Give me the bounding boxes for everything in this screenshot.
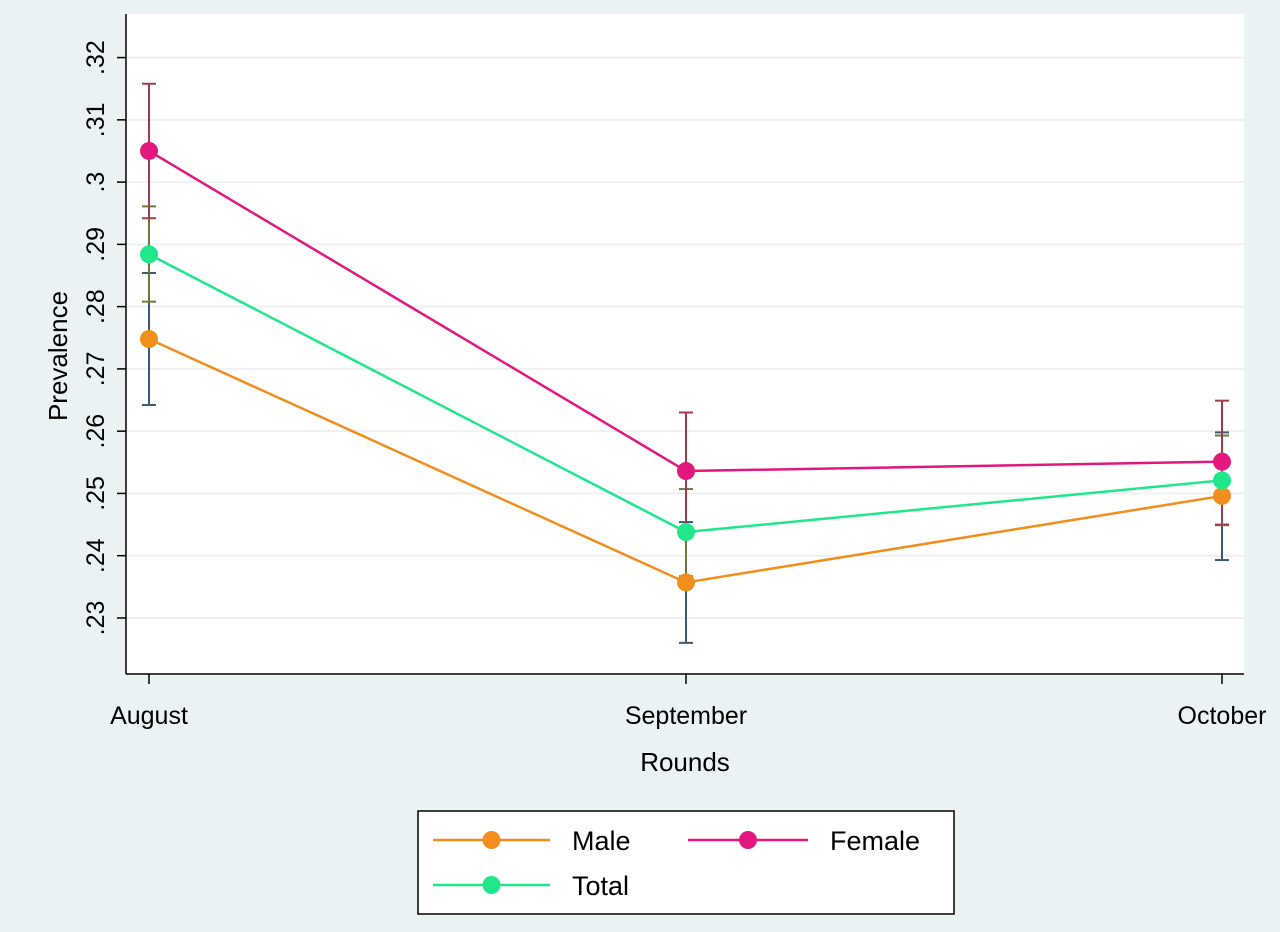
y-axis: .23 .24 .25 .26 .27 .28 .29 .3 .31 .32 — [82, 14, 127, 674]
series-layer — [140, 82, 1231, 644]
y-tick-label: .24 — [82, 538, 110, 573]
y-tick-label: .28 — [82, 289, 110, 324]
x-tick-label: August — [110, 702, 188, 730]
y-tick-label: .3 — [82, 172, 110, 193]
x-axis-title: Rounds — [640, 747, 730, 777]
point-total — [677, 523, 695, 542]
legend: Male Female Total — [417, 810, 955, 915]
point-male — [140, 330, 158, 349]
legend-box — [417, 810, 955, 915]
point-male — [1213, 486, 1231, 505]
point-female — [677, 462, 695, 481]
point-total — [140, 245, 158, 264]
legend-label-male: Male — [572, 826, 631, 856]
y-tick-label: .25 — [82, 476, 110, 511]
legend-marker-female — [739, 831, 757, 849]
point-total — [1213, 471, 1231, 490]
y-tick-label: .29 — [82, 227, 110, 262]
legend-label-female: Female — [830, 826, 920, 856]
y-tick-label: .26 — [82, 414, 110, 449]
point-male — [677, 573, 695, 592]
x-tick-label: September — [625, 702, 747, 730]
y-axis-title: Prevalence — [43, 291, 73, 421]
legend-marker-total — [482, 876, 501, 894]
point-female — [1213, 452, 1231, 471]
y-tick-label: .31 — [82, 102, 110, 137]
point-female — [140, 141, 158, 160]
x-tick-label: October — [1178, 702, 1267, 730]
legend-label-total: Total — [572, 871, 629, 901]
y-tick-label: .32 — [82, 40, 110, 75]
x-axis: August September October — [110, 673, 1267, 730]
legend-marker-male — [482, 831, 501, 849]
y-tick-label: .23 — [82, 601, 110, 636]
y-tick-label: .27 — [82, 352, 110, 387]
